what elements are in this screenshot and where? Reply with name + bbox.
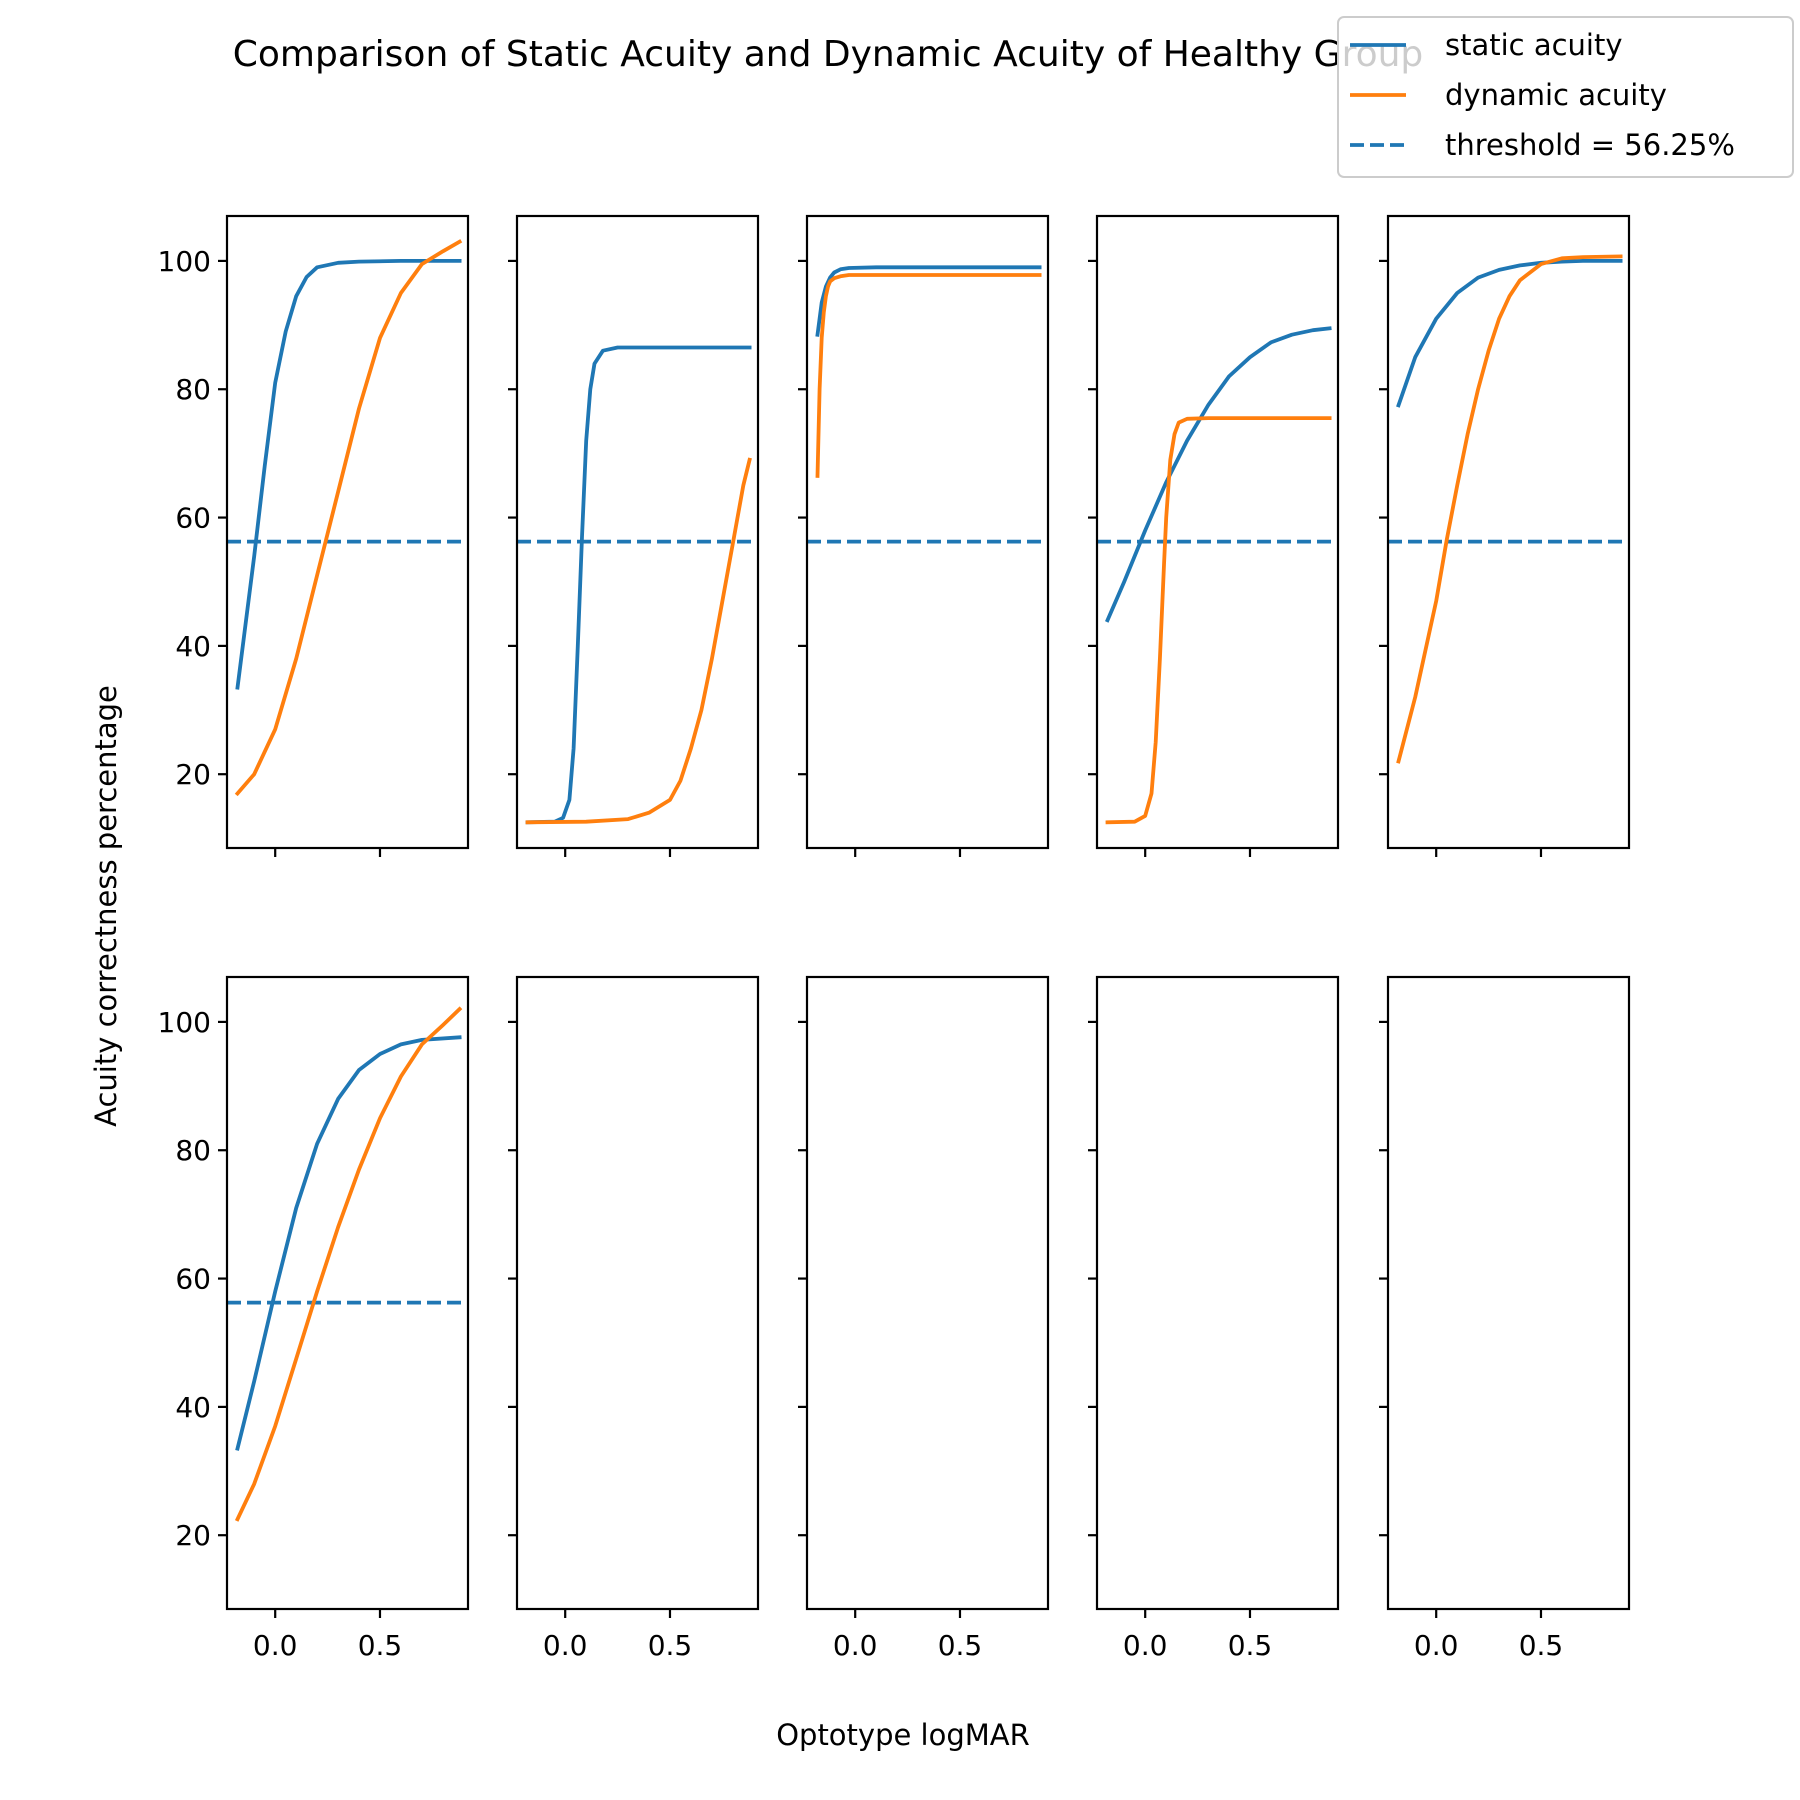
x-tick-label: 0.0 bbox=[253, 1629, 298, 1662]
subplot-r0c1 bbox=[508, 214, 760, 857]
dynamic-acuity-line bbox=[234, 1006, 463, 1522]
y-tick-label: 60 bbox=[175, 1263, 211, 1296]
y-tick-label: 20 bbox=[175, 758, 211, 791]
subplot-r0c0: 20 40 60 80 100 bbox=[158, 214, 470, 857]
x-tick-label: 0.5 bbox=[1519, 1629, 1564, 1662]
dynamic-acuity-line bbox=[525, 457, 752, 825]
subplot-frame bbox=[515, 214, 760, 850]
legend-label: threshold = 56.25% bbox=[1445, 128, 1735, 162]
dynamic-acuity-line bbox=[234, 239, 463, 797]
plot-area bbox=[227, 1006, 468, 1522]
x-tick-label: 0.0 bbox=[543, 1629, 588, 1662]
static-acuity-line bbox=[1396, 258, 1623, 408]
y-tick-label: 40 bbox=[175, 630, 211, 663]
dynamic-acuity-line bbox=[1396, 254, 1623, 764]
chart-title: Comparison of Static Acuity and Dynamic … bbox=[233, 34, 1424, 75]
static-acuity-line bbox=[815, 265, 1042, 337]
subplot-frame bbox=[805, 975, 1050, 1611]
y-tick-label: 40 bbox=[175, 1391, 211, 1424]
y-tick-label: 20 bbox=[175, 1519, 211, 1552]
static-acuity-line bbox=[525, 345, 752, 825]
subplot-r0c4 bbox=[1379, 214, 1631, 857]
plot-area bbox=[1388, 254, 1629, 764]
static-acuity-line bbox=[1105, 326, 1332, 623]
y-tick-label: 100 bbox=[158, 1006, 211, 1039]
subplot-frame bbox=[225, 975, 470, 1611]
subplot-frame bbox=[1095, 214, 1340, 850]
y-axis-label: Acuity correctness percentage bbox=[89, 685, 123, 1127]
x-tick-label: 0.0 bbox=[1123, 1629, 1168, 1662]
subplot-r0c3 bbox=[1088, 214, 1340, 857]
y-tick-label: 80 bbox=[175, 373, 211, 406]
legend-label: dynamic acuity bbox=[1445, 78, 1667, 112]
static-acuity-line bbox=[235, 258, 462, 690]
plot-area bbox=[807, 265, 1048, 544]
x-tick-label: 0.0 bbox=[1414, 1629, 1459, 1662]
subplot-grid: 20 40 60 80 100 0.0 0.5 20 40 60 80 100 0.0 0.5 0.0 0.5… bbox=[158, 214, 1631, 1662]
legend-label: static acuity bbox=[1445, 28, 1623, 62]
subplot-frame bbox=[805, 214, 1050, 850]
x-tick-label: 0.5 bbox=[648, 1629, 693, 1662]
y-tick-label: 100 bbox=[158, 245, 211, 278]
y-tick-label: 80 bbox=[175, 1134, 211, 1167]
legend-frame bbox=[1337, 16, 1794, 178]
legend: static acuity dynamic acuity threshold = 5… bbox=[1337, 16, 1794, 178]
x-tick-label: 0.5 bbox=[358, 1629, 403, 1662]
x-tick-label: 0.5 bbox=[938, 1629, 983, 1662]
y-tick-label: 60 bbox=[175, 502, 211, 535]
subplot-r1c3: 0.0 0.5 bbox=[1088, 975, 1340, 1662]
subplot-r1c2: 0.0 0.5 bbox=[798, 975, 1050, 1662]
subplot-frame bbox=[1095, 975, 1340, 1611]
static-acuity-line bbox=[235, 1035, 462, 1451]
plot-area bbox=[227, 239, 468, 797]
subplot-r0c2 bbox=[798, 214, 1050, 857]
x-tick-label: 0.0 bbox=[833, 1629, 878, 1662]
subplot-frame bbox=[1386, 975, 1631, 1611]
x-tick-label: 0.5 bbox=[1228, 1629, 1273, 1662]
plot-area bbox=[1097, 326, 1338, 825]
dynamic-acuity-line bbox=[815, 273, 1042, 478]
subplot-frame bbox=[515, 975, 760, 1611]
x-axis-label: Optotype logMAR bbox=[776, 1718, 1030, 1752]
plot-area bbox=[517, 345, 758, 825]
dynamic-acuity-line bbox=[1105, 416, 1332, 825]
subplot-frame bbox=[1386, 214, 1631, 850]
subplot-r1c0: 0.0 0.5 20 40 60 80 100 bbox=[158, 975, 470, 1662]
subplot-r1c4: 0.0 0.5 bbox=[1379, 975, 1631, 1662]
subplot-frame bbox=[225, 214, 470, 850]
subplot-r1c1: 0.0 0.5 bbox=[508, 975, 760, 1662]
